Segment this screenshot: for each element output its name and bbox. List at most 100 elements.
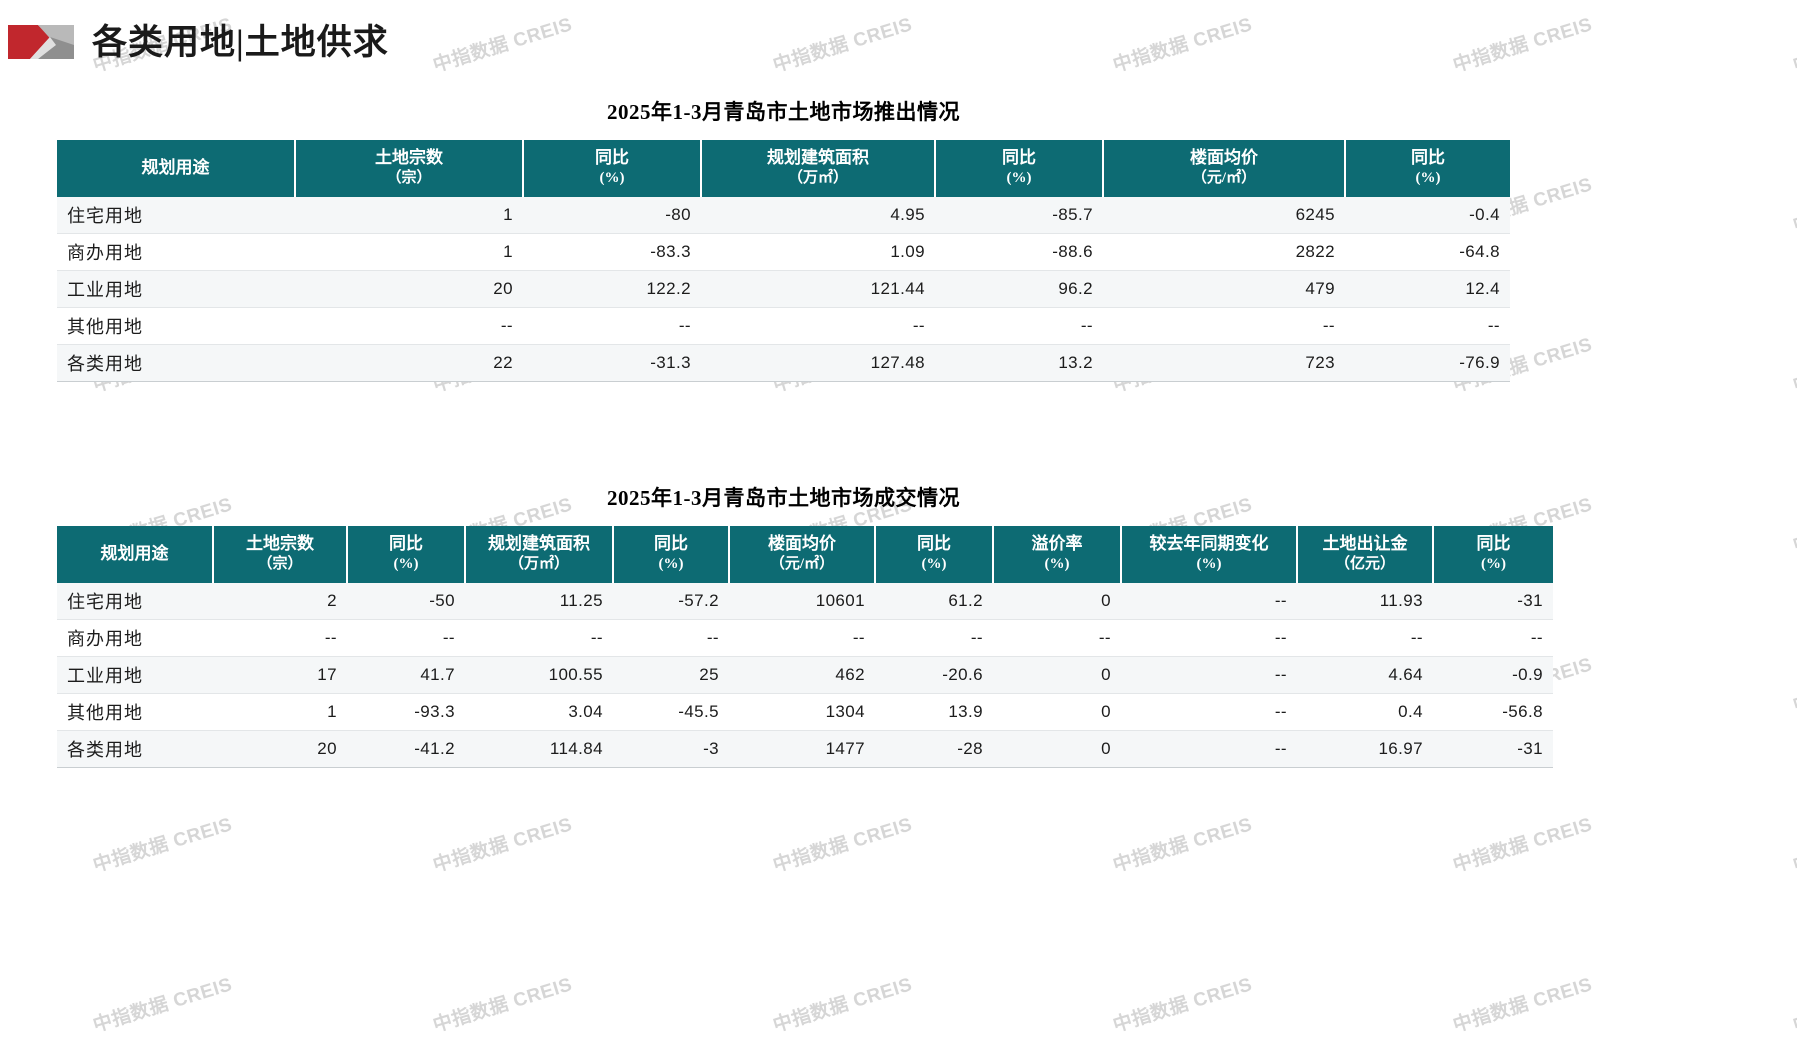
data-cell: -- bbox=[213, 619, 347, 658]
watermark-text: 中指数据 CREIS bbox=[1790, 174, 1797, 237]
column-header-label: 规划用途 bbox=[141, 157, 210, 177]
column-header-unit: (%) bbox=[658, 556, 684, 573]
column-header-unit: （元/㎡） bbox=[1191, 170, 1257, 187]
data-cell: -31 bbox=[1433, 583, 1553, 621]
data-cell: 723 bbox=[1103, 344, 1345, 383]
data-cell: 16.97 bbox=[1297, 730, 1433, 769]
table-row: 商办用地 -- -- -- -- -- -- -- -- -- -- bbox=[57, 619, 1553, 658]
watermark-text: 中指数据 CREIS bbox=[770, 974, 915, 1037]
data-cell: -45.5 bbox=[613, 693, 729, 732]
data-cell: 61.2 bbox=[875, 583, 993, 621]
data-cell: 1 bbox=[213, 693, 347, 732]
watermark-text: 中指数据 CREIS bbox=[430, 14, 575, 77]
data-cell: -0.9 bbox=[1433, 656, 1553, 695]
data-cell: 1 bbox=[295, 233, 523, 272]
data-cell: -- bbox=[465, 619, 613, 658]
watermark-text: 中指数据 CREIS bbox=[1110, 14, 1255, 77]
row-label-cell: 其他用地 bbox=[57, 693, 213, 732]
column-header-unit: （宗） bbox=[257, 556, 303, 573]
data-cell: 0 bbox=[993, 730, 1121, 769]
row-label-cell: 工业用地 bbox=[57, 656, 213, 695]
data-cell: 2822 bbox=[1103, 233, 1345, 272]
row-label-cell: 工业用地 bbox=[57, 270, 295, 309]
data-cell: -- bbox=[701, 307, 935, 346]
creis-logo-icon bbox=[8, 17, 74, 63]
supply-section: 2025年1-3月青岛市土地市场推出情况 规划用途 土地宗数 （宗） 同比 (%) 规划建… bbox=[57, 96, 1510, 383]
watermark-text: 中指数据 CREIS bbox=[1790, 974, 1797, 1037]
column-header-label: 土地宗数 bbox=[246, 534, 314, 553]
table-row: 其他用地 1 -93.3 3.04 -45.5 1304 13.9 0 -- 0.4 -56.8 bbox=[57, 693, 1553, 732]
data-cell: -28 bbox=[875, 730, 993, 769]
table-row: 各类用地 20 -41.2 114.84 -3 1477 -28 0 -- 16.97 -31 bbox=[57, 730, 1553, 769]
row-label-cell: 住宅用地 bbox=[57, 197, 295, 235]
data-cell: -88.6 bbox=[935, 233, 1103, 272]
data-cell: -93.3 bbox=[347, 693, 465, 732]
data-cell: -85.7 bbox=[935, 197, 1103, 235]
table-row: 工业用地 20 122.2 121.44 96.2 479 12.4 bbox=[57, 270, 1510, 309]
row-label-cell: 商办用地 bbox=[57, 619, 213, 658]
column-header-unit: (%) bbox=[1415, 170, 1441, 187]
data-cell: 13.2 bbox=[935, 344, 1103, 383]
column-header-unit: (%) bbox=[1044, 556, 1070, 573]
data-cell: -20.6 bbox=[875, 656, 993, 695]
data-cell: 2 bbox=[213, 583, 347, 621]
data-cell: -50 bbox=[347, 583, 465, 621]
data-cell: 479 bbox=[1103, 270, 1345, 309]
column-header-label: 楼面均价 bbox=[768, 534, 836, 553]
data-cell: -- bbox=[1297, 619, 1433, 658]
table-header-row: 规划用途 土地宗数 （宗） 同比 (%) 规划建筑面积 （万㎡） 同比 (%) 楼面均价 （元/㎡）… bbox=[57, 140, 1510, 198]
data-cell: 0.4 bbox=[1297, 693, 1433, 732]
row-label-cell: 各类用地 bbox=[57, 344, 295, 383]
data-cell: -- bbox=[935, 307, 1103, 346]
column-header-unit: （元/㎡） bbox=[769, 556, 835, 573]
column-header-label: 同比 bbox=[1476, 534, 1511, 553]
column-header-7: 溢价率 (%) bbox=[993, 526, 1122, 584]
watermark-text: 中指数据 CREIS bbox=[90, 814, 235, 877]
data-cell: 25 bbox=[613, 656, 729, 695]
data-cell: -57.2 bbox=[613, 583, 729, 621]
watermark-text: 中指数据 CREIS bbox=[1790, 334, 1797, 397]
column-header-unit: (%) bbox=[599, 170, 625, 187]
data-cell: 10601 bbox=[729, 583, 875, 621]
table-row: 工业用地 17 41.7 100.55 25 462 -20.6 0 -- 4.64 -0.9 bbox=[57, 656, 1553, 695]
data-cell: -31 bbox=[1433, 730, 1553, 769]
data-cell: 0 bbox=[993, 693, 1121, 732]
watermark-text: 中指数据 CREIS bbox=[430, 974, 575, 1037]
column-header-2: 同比 (%) bbox=[347, 526, 466, 584]
data-cell: 12.4 bbox=[1345, 270, 1510, 309]
page-title: 各类用地|土地供求 bbox=[92, 23, 389, 62]
transaction-table-title: 2025年1-3月青岛市土地市场成交情况 bbox=[607, 486, 960, 510]
transaction-table-head: 规划用途 土地宗数 （宗） 同比 (%) 规划建筑面积 （万㎡） 同比 (%) 楼面均价 （元/㎡）… bbox=[57, 526, 1553, 584]
data-cell: 41.7 bbox=[347, 656, 465, 695]
data-cell: -- bbox=[875, 619, 993, 658]
transaction-table-body: 住宅用地 2 -50 11.25 -57.2 10601 61.2 0 -- 11.93 -31 商办… bbox=[57, 583, 1553, 769]
column-header-9: 土地出让金 （亿元） bbox=[1297, 526, 1434, 584]
supply-table-body: 住宅用地 1 -80 4.95 -85.7 6245 -0.4 商办用地 1 -83.3 1.09-… bbox=[57, 197, 1510, 383]
supply-table-head: 规划用途 土地宗数 （宗） 同比 (%) 规划建筑面积 （万㎡） 同比 (%) 楼面均价 （元/㎡）… bbox=[57, 140, 1510, 198]
data-cell: -80 bbox=[523, 197, 701, 235]
watermark-text: 中指数据 CREIS bbox=[1790, 494, 1797, 557]
data-cell: -- bbox=[993, 619, 1121, 658]
table-row: 商办用地 1 -83.3 1.09 -88.6 2822 -64.8 bbox=[57, 233, 1510, 272]
column-header-label: 同比 bbox=[1411, 148, 1445, 167]
data-cell: 6245 bbox=[1103, 197, 1345, 235]
data-cell: 0 bbox=[993, 656, 1121, 695]
page-header: 各类用地|土地供求 bbox=[8, 14, 389, 65]
data-cell: -76.9 bbox=[1345, 344, 1510, 383]
watermark-text: 中指数据 CREIS bbox=[90, 974, 235, 1037]
column-header-1: 土地宗数 （宗） bbox=[213, 526, 348, 584]
data-cell: 122.2 bbox=[523, 270, 701, 309]
data-cell: -- bbox=[1121, 583, 1297, 621]
data-cell: -- bbox=[1345, 307, 1510, 346]
data-cell: -- bbox=[523, 307, 701, 346]
column-header-5: 楼面均价 （元/㎡） bbox=[1103, 140, 1346, 198]
data-cell: 96.2 bbox=[935, 270, 1103, 309]
column-header-unit: （万㎡） bbox=[508, 556, 569, 573]
column-header-8: 较去年同期变化 (%) bbox=[1121, 526, 1298, 584]
column-header-label: 同比 bbox=[917, 534, 951, 553]
column-header-unit: (%) bbox=[393, 556, 419, 573]
data-cell: 1304 bbox=[729, 693, 875, 732]
column-header-label: 土地出让金 bbox=[1322, 534, 1408, 553]
column-header-0: 规划用途 bbox=[57, 526, 214, 584]
data-cell: 4.95 bbox=[701, 197, 935, 235]
